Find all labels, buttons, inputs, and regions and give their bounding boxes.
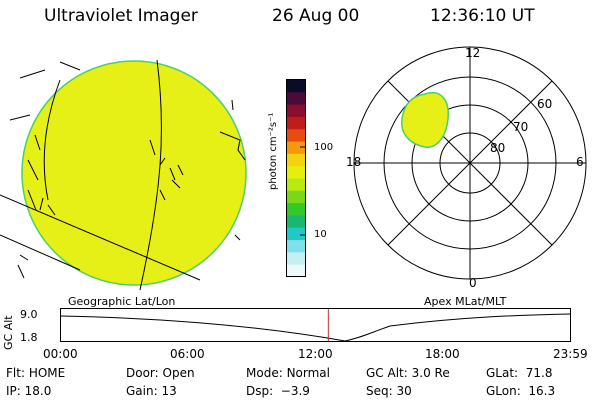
- app-title: Ultraviolet Imager: [44, 6, 198, 26]
- coastline: [9, 61, 246, 279]
- colorbar-swatch: [287, 215, 306, 229]
- colorbar-swatch: [287, 104, 306, 118]
- colorbar-swatch: [287, 166, 306, 179]
- altitude-curve: [60, 313, 571, 342]
- mlat-label-70: 70: [513, 120, 529, 134]
- info-ip: IP: 18.0: [6, 384, 52, 398]
- altitude-panel: [60, 308, 571, 342]
- altitude-tick-low: 1.8: [20, 331, 38, 344]
- geographic-map: [0, 59, 247, 291]
- latitude-line-2: [0, 234, 81, 271]
- colorbar-swatch: [287, 252, 306, 266]
- info-glat: GLat: 71.8: [486, 366, 553, 380]
- mlt-label-0: 0: [469, 276, 477, 290]
- info-gain: Gain: 13: [126, 384, 177, 398]
- time-tick-2359: 23:59: [553, 347, 588, 361]
- info-flt: Flt: HOME: [6, 366, 66, 380]
- colorbar-swatch: [287, 227, 306, 241]
- meridian-line-2: [43, 79, 61, 201]
- colorbar-swatch: [287, 153, 306, 167]
- colorbar-swatch: [287, 129, 306, 143]
- polar-plot-label: Apex MLat/MLT: [424, 295, 507, 308]
- colorbar-swatch: [287, 178, 306, 192]
- time-display: 12:36:10 UT: [430, 6, 535, 26]
- mlt-label-12: 12: [465, 46, 481, 60]
- info-door: Door: Open: [126, 366, 195, 380]
- geo-map-label: Geographic Lat/Lon: [68, 295, 176, 308]
- earth-disk: [21, 60, 247, 286]
- mlat-label-60: 60: [537, 97, 553, 111]
- colorbar-swatch: [287, 240, 306, 253]
- info-mode: Mode: Normal: [246, 366, 330, 380]
- aurora-region: [401, 92, 449, 148]
- time-tick-1800: 18:00: [425, 347, 460, 361]
- colorbar-tick-10: 10: [314, 229, 327, 240]
- colorbar-swatch: [287, 141, 306, 155]
- latitude-line: [0, 194, 201, 281]
- date-display: 26 Aug 00: [272, 6, 360, 26]
- meridian-line: [139, 59, 162, 291]
- mlt-label-18: 18: [346, 155, 362, 169]
- colorbar-swatch: [287, 190, 306, 204]
- polar-plot: [353, 46, 587, 280]
- altitude-tick-high: 9.0: [20, 308, 38, 321]
- info-dsp: Dsp: −3.9: [246, 384, 310, 398]
- info-glon: GLon: 16.3: [486, 384, 556, 398]
- colorbar-swatch: [287, 116, 306, 130]
- colorbar-swatch: [287, 203, 306, 216]
- altitude-axis-label: GC Alt: [2, 315, 15, 350]
- colorbar: [286, 79, 306, 278]
- info-seq: Seq: 30: [366, 384, 412, 398]
- time-tick-0000: 00:00: [43, 347, 78, 361]
- colorbar-swatch: [287, 80, 306, 93]
- colorbar-tick-100: 100: [314, 142, 334, 153]
- mlt-label-6: 6: [576, 155, 584, 169]
- time-tick-1200: 12:00: [298, 347, 333, 361]
- mlat-label-80: 80: [490, 141, 506, 155]
- colorbar-swatch: [287, 264, 306, 278]
- time-tick-0600: 06:00: [170, 347, 205, 361]
- colorbar-swatch: [287, 92, 306, 106]
- info-gc-alt: GC Alt: 3.0 Re: [366, 366, 450, 380]
- colorbar-unit-label: photon cm⁻²s⁻¹: [268, 112, 279, 190]
